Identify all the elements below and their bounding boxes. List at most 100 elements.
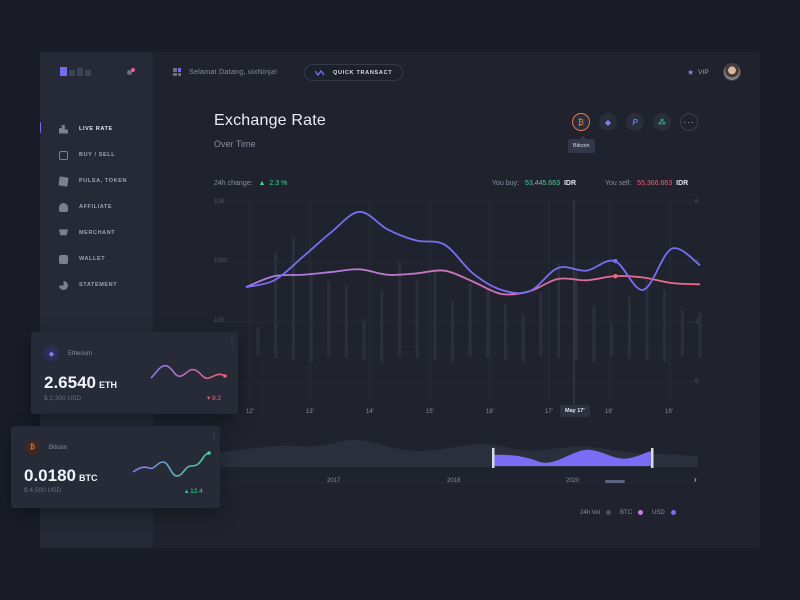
volume-bar [274, 252, 278, 354]
volume-bar [503, 303, 508, 354]
card-usd: $ 2,300 USD [44, 395, 82, 402]
buy-label: You buy: [492, 180, 519, 187]
more-dots-icon: ··· [683, 117, 695, 127]
card-unit: ETH [99, 380, 117, 390]
sidebar-item-label: MERCHANT [79, 230, 116, 236]
sidebar-item-label: STATEMENT [79, 282, 118, 288]
volume-bars [256, 237, 702, 362]
volume-bar-down [344, 354, 348, 358]
range-scrollbar[interactable] [605, 480, 625, 483]
ethereum-coin-button[interactable]: ◆ [599, 113, 617, 131]
volume-bar-down [521, 354, 525, 362]
merchant-cart-icon [59, 229, 68, 236]
card-menu-icon[interactable]: ⋮ [210, 431, 218, 440]
year-label: 2020 [566, 478, 580, 484]
volume-bar [344, 285, 348, 354]
sidebar-item-buy-sell[interactable]: BUY / SELL [40, 142, 153, 168]
volume-bar [380, 290, 384, 354]
navigator-handle-right [651, 448, 654, 468]
volume-bar-down [503, 354, 508, 360]
avatar[interactable] [723, 63, 741, 81]
sell-stat: You sell: 55,366.663 IDR [605, 180, 688, 187]
btc-line [245, 268, 701, 296]
volume-bar [486, 288, 490, 354]
paypal-coin-button[interactable]: P [626, 113, 644, 131]
bitcoin-coin-button[interactable]: ₿ [572, 113, 590, 131]
sidebar-item-wallet[interactable]: WALLET [40, 246, 153, 272]
volume-bar-down [663, 354, 667, 362]
logo[interactable] [60, 67, 91, 76]
pulsa-token-icon [58, 175, 69, 187]
sidebar-item-label: BUY / SELL [79, 152, 116, 158]
bitcoin-wallet-card[interactable]: ₿ Bitcoin ⋮ 0.0180 BTC $ 4,500 USD ▴ 12.4 [11, 426, 220, 508]
ethereum-wallet-card[interactable]: ◆ Etherium ⋮ 2.6540 ETH $ 2,300 USD ▾ 8.2 [31, 332, 238, 414]
volume-bar-down [556, 354, 561, 358]
x-tick: 12' [246, 409, 254, 415]
vip-badge[interactable]: ★ VIP [687, 68, 709, 77]
volume-bar [450, 301, 455, 354]
x-tick: 17' [545, 409, 553, 415]
volume-bar-down [362, 354, 366, 360]
volume-bar [574, 272, 578, 354]
x-tick: 18' [605, 409, 613, 415]
ripple-coin-button[interactable]: ⁂ [653, 113, 671, 131]
x-tick: 15' [426, 409, 434, 415]
statement-pie-icon [59, 280, 68, 290]
bitcoin-icon: ₿ [578, 117, 584, 127]
y-tick-right: 4 [695, 259, 699, 265]
more-coins-button[interactable]: ··· [680, 113, 698, 131]
volume-bar [397, 261, 402, 354]
sell-label: You sell: [605, 180, 632, 187]
sidebar-item-affiliate[interactable]: AFFILIATE [40, 194, 153, 220]
volume-bar-down [380, 354, 384, 362]
volume-bar [309, 270, 313, 354]
dashboard-grid-icon[interactable] [173, 68, 181, 76]
legend-vol[interactable]: 24h Vol [580, 510, 612, 516]
sidebar-item-label: AFFILIATE [79, 204, 113, 210]
volume-bar-down [680, 354, 684, 356]
quick-transact-button[interactable]: QUICK TRANSACT [304, 64, 404, 81]
volume-bar [645, 277, 649, 354]
sidebar-item-label: PULSA, TOKEN [79, 178, 128, 184]
sidebar-item-merchant[interactable]: MERCHANT [40, 220, 153, 246]
range-navigator [220, 439, 698, 484]
legend-usd[interactable]: USD [652, 510, 676, 516]
navigator-handle-left [492, 448, 495, 468]
card-change: ▴ 12.4 [185, 487, 203, 495]
volume-bar-down [309, 354, 313, 362]
volume-bar [521, 314, 525, 354]
volume-bar [627, 296, 631, 354]
card-menu-icon[interactable]: ⋮ [228, 337, 236, 346]
y-tick-right: 0 [695, 379, 699, 385]
card-unit: BTC [79, 473, 98, 483]
card-coin-name: Etherium [68, 351, 93, 357]
card-value: 2.6540 ETH [44, 373, 117, 393]
volume-bar-down [486, 354, 490, 358]
welcome-text: Selamat Datang, uixNinja! [189, 68, 278, 76]
y-tick-right: 6 [695, 199, 699, 205]
x-tick: 19' [665, 409, 673, 415]
legend-btc[interactable]: BTC [620, 510, 644, 516]
card-usd: $ 4,500 USD [24, 487, 62, 494]
y-tick-left: 10K [214, 199, 225, 205]
volume-bar [663, 290, 667, 354]
volume-bar [680, 310, 684, 354]
notification-icon[interactable] [127, 68, 135, 76]
buy-stat: You buy: 53,445.663 IDR [492, 180, 576, 187]
star-icon: ★ [687, 68, 695, 77]
sidebar-item-live-rate[interactable]: LIVE RATE [40, 116, 153, 142]
y-axis-right: 6 4 2 0 [695, 199, 699, 385]
volume-bar [698, 312, 702, 354]
x-tick: 13' [306, 409, 314, 415]
chevron-right-icon[interactable]: › [694, 475, 697, 484]
bitcoin-sparkline [132, 451, 211, 477]
change-stat: 24h change: ▲ 2.3 % [214, 180, 287, 187]
volume-bar-down [592, 354, 596, 362]
sidebar-item-statement[interactable]: STATEMENT [40, 272, 153, 298]
chart-legend: 24h Vol BTC USD [580, 510, 676, 516]
sidebar-item-pulsa-token[interactable]: PULSA, TOKEN [40, 168, 153, 194]
volume-bar-down [539, 354, 543, 356]
live-rate-icon [59, 124, 68, 134]
volume-bar [468, 283, 472, 354]
sell-currency: IDR [676, 180, 689, 187]
